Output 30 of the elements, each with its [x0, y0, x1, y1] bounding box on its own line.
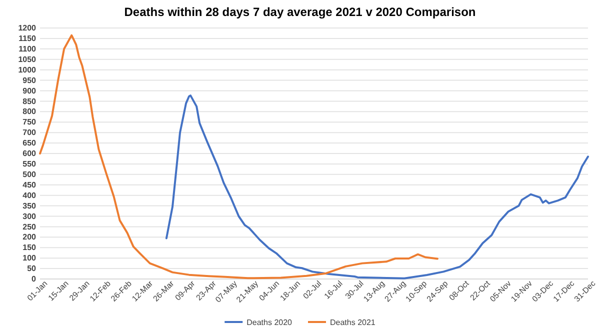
y-tick-label: 600	[22, 149, 37, 158]
y-tick-label: 950	[22, 76, 37, 85]
y-tick-label: 200	[22, 232, 37, 242]
y-tick-label: 150	[22, 243, 37, 252]
y-tick-label: 700	[22, 128, 37, 138]
line-series	[39, 34, 438, 280]
y-tick-label: 1100	[18, 44, 37, 54]
chart-title: Deaths within 28 days 7 day average 2021 v 2020 Comparison	[124, 5, 476, 19]
legend-label: Deaths 2021	[330, 318, 376, 327]
y-tick-label: 100	[22, 254, 37, 263]
y-tick-label: 800	[22, 107, 37, 116]
y-tick-label: 450	[22, 180, 37, 190]
y-tick-label: 1050	[18, 54, 37, 64]
y-tick-label: 900	[22, 86, 37, 96]
y-tick-label: 550	[22, 160, 37, 169]
y-tick-label: 1000	[18, 65, 37, 74]
y-tick-label: 650	[22, 138, 37, 148]
legend-label: Deaths 2020	[246, 318, 293, 327]
y-tick-label: 750	[22, 118, 37, 127]
y-tick-label: 0	[32, 274, 37, 284]
y-tick-label: 50	[27, 264, 37, 274]
y-tick-label: 350	[22, 201, 37, 210]
y-tick-label: 250	[22, 222, 37, 232]
y-tick-label: 400	[22, 190, 37, 200]
y-tick-label: 500	[22, 170, 37, 179]
line-series	[165, 94, 589, 280]
y-tick-label: 1150	[18, 34, 37, 44]
y-tick-label: 850	[22, 96, 37, 106]
y-tick-label: 300	[22, 212, 37, 221]
y-tick-label: 1200	[18, 24, 37, 33]
